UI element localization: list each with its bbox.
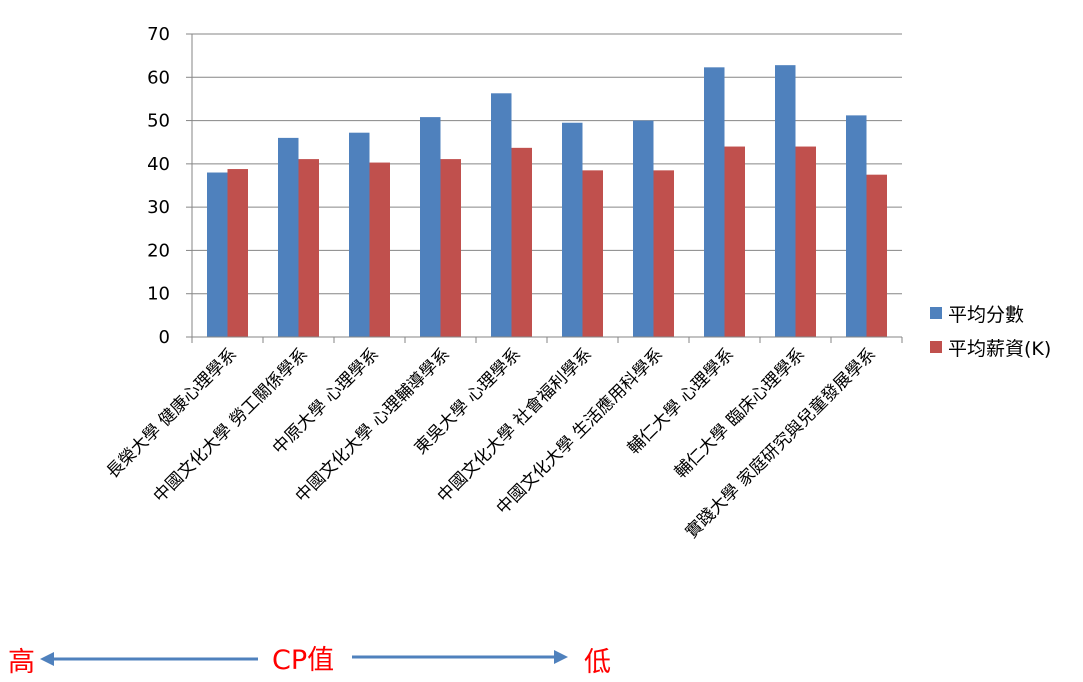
bar-salary	[369, 162, 390, 337]
legend-swatch-score	[930, 307, 942, 319]
y-tick-label: 50	[147, 111, 170, 132]
legend-label-score: 平均分數	[948, 303, 1025, 326]
bar-score	[278, 137, 299, 337]
cp-low-label: 低	[584, 647, 611, 678]
y-tick-label: 30	[147, 197, 170, 218]
arrow-left-head	[40, 652, 54, 666]
y-axis-ticks: 0 10 20 30 40 50 60 70	[147, 24, 192, 348]
arrow-right-head	[554, 650, 568, 664]
axes	[191, 34, 903, 343]
y-tick-label: 40	[147, 154, 170, 175]
legend-label-salary: 平均薪資(K)	[948, 337, 1052, 360]
x-tick-label: 輔仁大學 臨床心理學系	[671, 344, 809, 482]
bar-score	[491, 93, 512, 338]
cp-high-label: 高	[8, 647, 35, 678]
bars	[207, 65, 887, 338]
y-tick-label: 0	[159, 327, 170, 348]
bar-salary	[653, 170, 674, 337]
y-tick-label: 10	[147, 284, 170, 305]
legend-item-score: 平均分數	[930, 296, 1051, 330]
bar-salary	[440, 159, 461, 337]
cp-value-label: CP值	[272, 645, 335, 676]
legend-item-salary: 平均薪資(K)	[930, 330, 1051, 364]
bar-salary	[582, 170, 603, 337]
cp-arrows	[40, 650, 568, 666]
y-tick-label: 70	[147, 24, 170, 45]
bar-score	[562, 122, 583, 337]
bar-score	[207, 172, 228, 337]
bar-score	[349, 132, 370, 337]
legend-swatch-salary	[930, 341, 942, 353]
bar-score	[846, 115, 867, 338]
bar-score	[633, 120, 654, 337]
bar-salary	[866, 174, 887, 337]
bar-salary	[724, 146, 745, 337]
bar-score	[420, 117, 441, 337]
y-tick-label: 60	[147, 67, 170, 88]
legend: 平均分數 平均薪資(K)	[930, 296, 1051, 364]
bar-salary	[795, 146, 816, 337]
bar-salary	[298, 159, 319, 337]
bar-salary	[227, 169, 248, 337]
x-tick-label: 長榮大學 健康心理學系	[103, 344, 241, 482]
bar-score	[775, 65, 796, 337]
bar-salary	[511, 147, 532, 337]
bar-score	[704, 67, 725, 337]
y-tick-label: 20	[147, 240, 170, 261]
